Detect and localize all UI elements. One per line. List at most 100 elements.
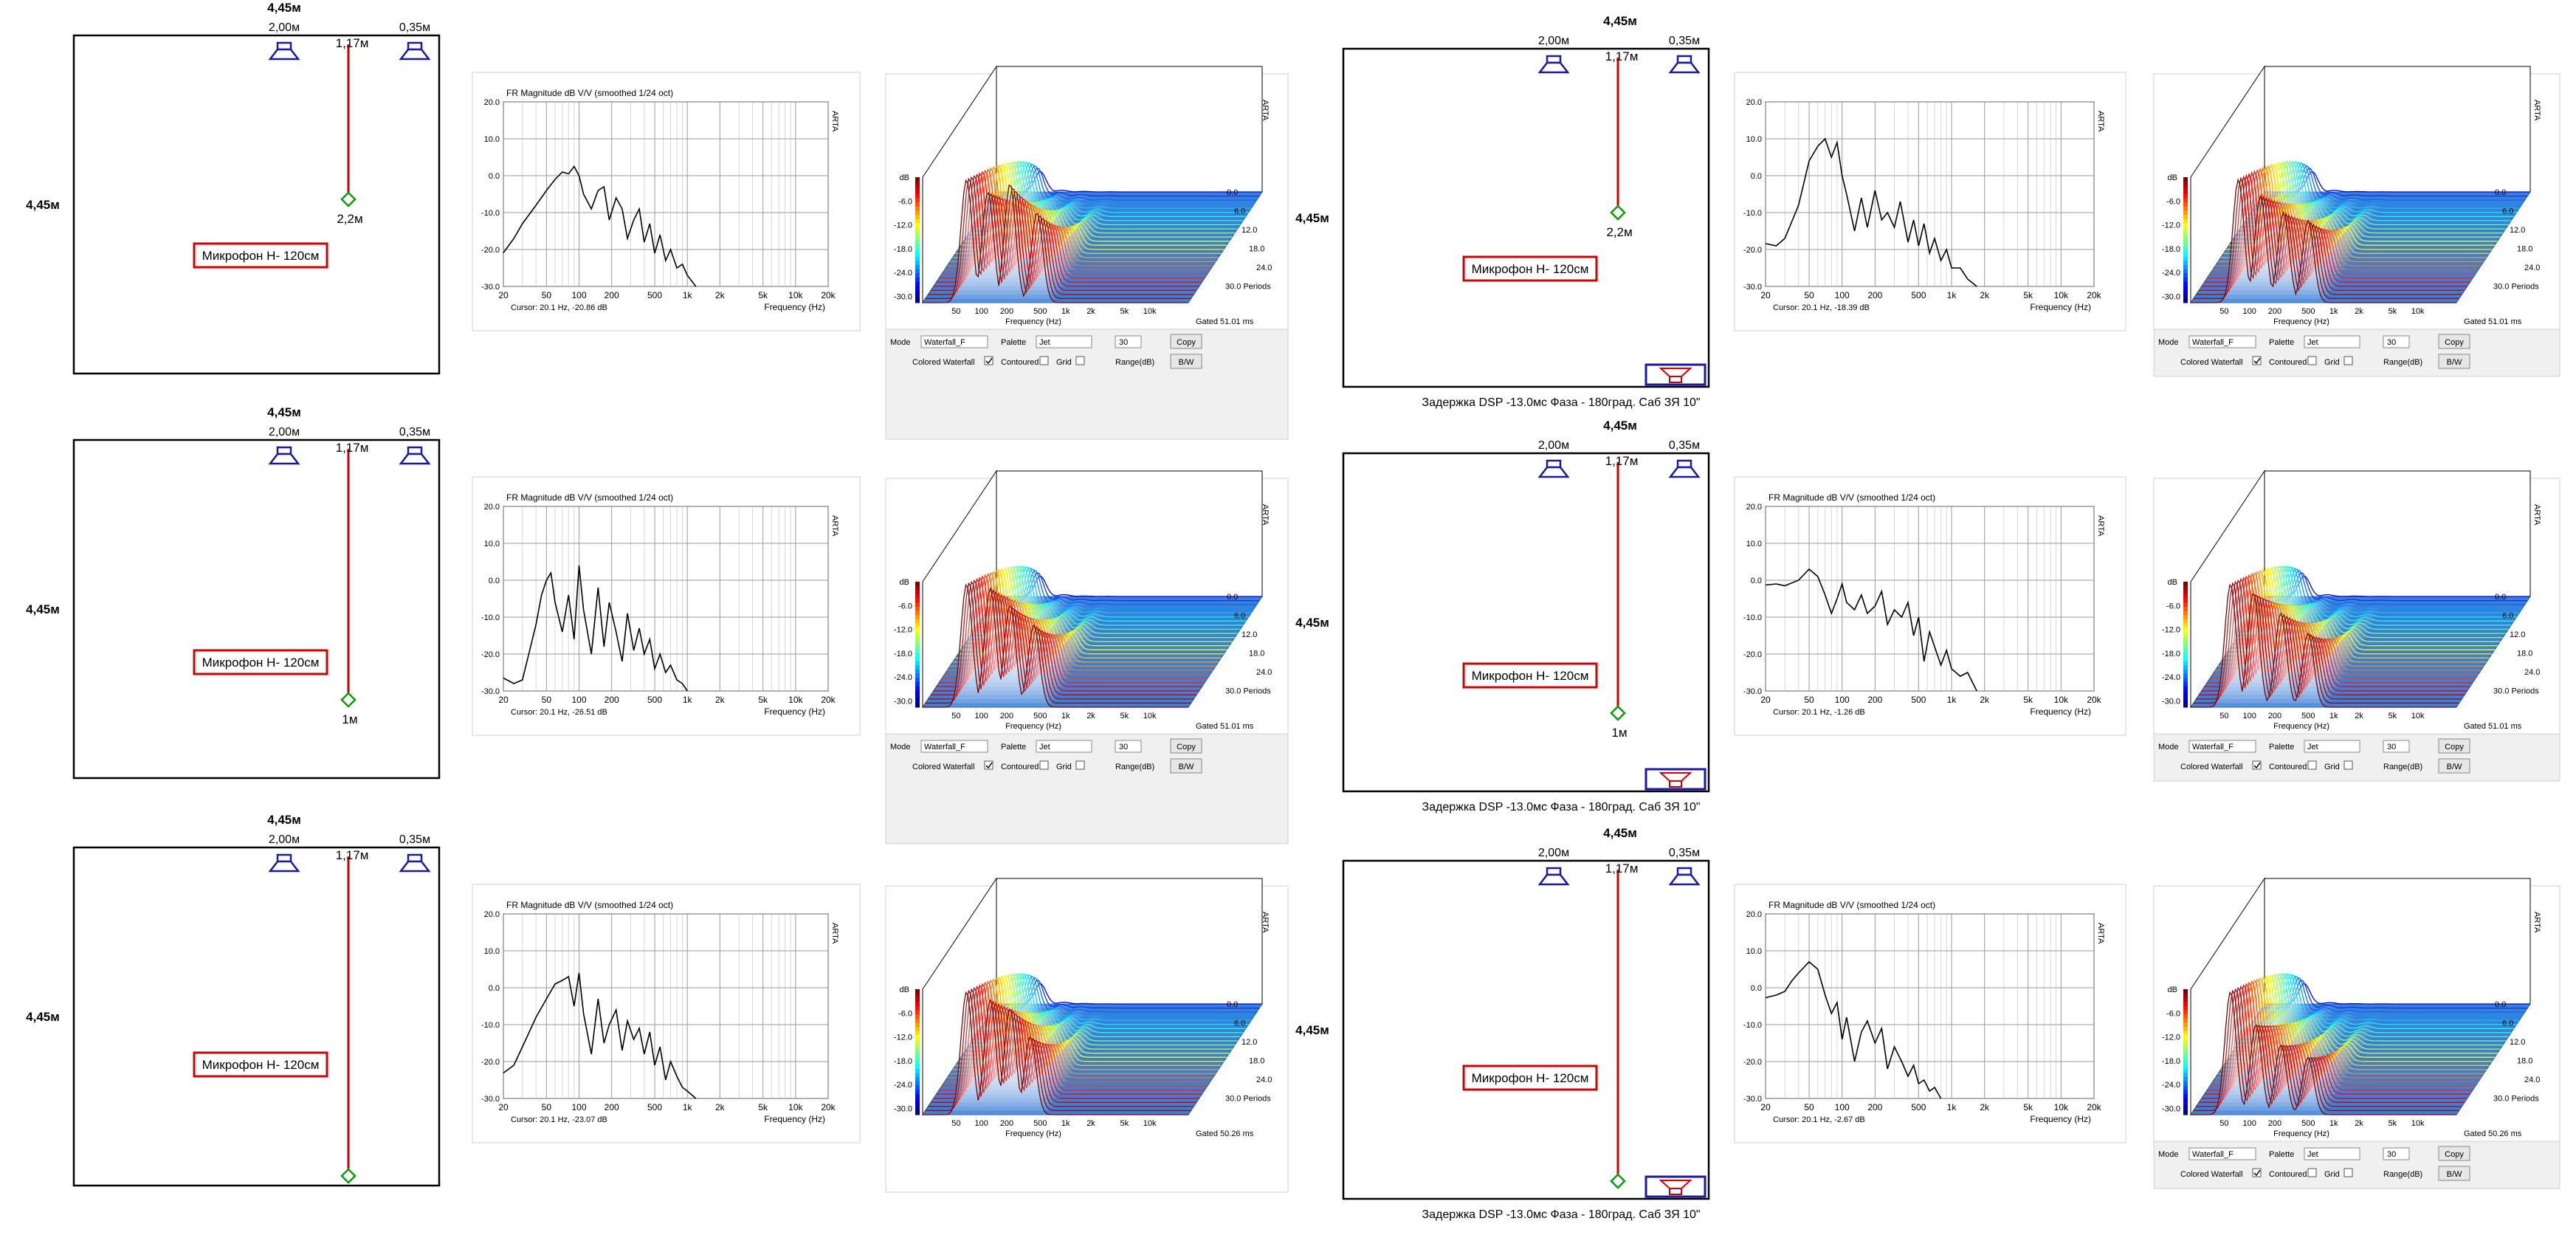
fr-y-tick-label: 20.0: [1746, 98, 1762, 107]
contoured-checkbox[interactable]: [2307, 760, 2317, 770]
colored-waterfall-checkbox[interactable]: [2252, 760, 2262, 770]
mic-label-box: [1462, 1064, 1598, 1091]
mode-select[interactable]: [920, 335, 988, 348]
burst-x-tick-label: 200: [1000, 307, 1013, 316]
waterfall-slice: [2265, 983, 2530, 1005]
colorbar-segment: [2183, 590, 2188, 595]
colored-waterfall-checkbox[interactable]: [2252, 356, 2262, 365]
colorbar-segment: [915, 695, 920, 700]
subwoofer-icon: [1645, 768, 1707, 791]
palette-select[interactable]: [1036, 335, 1092, 348]
fr-y-tick-label: 20.0: [1746, 503, 1762, 512]
palette-select[interactable]: [2304, 740, 2360, 753]
contoured-checkbox[interactable]: [1039, 760, 1049, 770]
grid-checkbox[interactable]: [2343, 356, 2353, 365]
fr-y-tick-label: -10.0: [1743, 209, 1762, 218]
grid-checkbox[interactable]: [1075, 760, 1085, 770]
colored-waterfall-checkbox[interactable]: [984, 356, 993, 365]
palette-select[interactable]: [2304, 335, 2360, 348]
arta-brand-label: ARTA: [2532, 912, 2541, 933]
palette-select[interactable]: [2304, 1147, 2360, 1160]
fr-y-tick-label: -30.0: [1743, 1095, 1762, 1104]
burst-x-axis-label: Frequency (Hz): [1005, 722, 1061, 731]
colored-waterfall-checkbox[interactable]: [2252, 1168, 2262, 1177]
fr-y-tick-label: -30.0: [1743, 283, 1762, 292]
mode-select[interactable]: [2188, 1147, 2256, 1160]
bw-button[interactable]: [2438, 758, 2470, 774]
fr-x-tick-label: 10k: [2054, 1102, 2069, 1112]
copy-button[interactable]: [2438, 334, 2470, 349]
bw-button[interactable]: [2438, 1166, 2470, 1181]
colored-waterfall-checkbox[interactable]: [984, 760, 993, 770]
palette-select[interactable]: [1036, 740, 1092, 753]
waterfall-slice: [2191, 991, 2456, 1115]
colorbar-segment: [2183, 1068, 2188, 1073]
subwoofer-icon: [1645, 1175, 1707, 1198]
mode-select[interactable]: [920, 740, 988, 753]
colorbar-segment: [915, 244, 920, 249]
speaker-distance-label: 0,35м: [399, 426, 430, 438]
burst-unit-label: dB: [900, 986, 909, 994]
waterfall-slice: [2199, 579, 2465, 695]
fr-x-tick-label: 20k: [2087, 1102, 2101, 1112]
burst-x-tick-label: 10k: [2411, 307, 2425, 316]
range-stepper[interactable]: [1115, 740, 1142, 753]
mic-distance-label: 2,2м: [337, 212, 362, 226]
burst-x-tick-label: 5k: [2389, 1119, 2397, 1128]
grid-checkbox[interactable]: [2343, 760, 2353, 770]
palette-label: Palette: [2269, 743, 2294, 751]
colorbar-segment: [915, 997, 920, 1002]
burst-unit-label: dB: [2168, 173, 2177, 182]
range-stepper[interactable]: [2383, 335, 2410, 348]
fr-magnitude-chart: 20 50 100 200 500 1k 2k 5k 10k 20k 20.0 10.0 0.0 -10.…: [1734, 884, 2126, 1143]
fr-x-tick-label: 1k: [683, 695, 693, 705]
mic-distance-label: 1м: [342, 712, 357, 726]
colorbar-segment: [2183, 223, 2188, 228]
fr-y-tick-label: 10.0: [484, 135, 500, 144]
copy-button[interactable]: [1170, 738, 1202, 754]
colorbar-segment: [915, 594, 920, 599]
range-stepper[interactable]: [2383, 1147, 2410, 1160]
bw-button[interactable]: [1170, 354, 1202, 369]
colorbar-segment: [915, 273, 920, 278]
mode-select[interactable]: [2188, 740, 2256, 753]
colorbar-segment: [915, 653, 920, 658]
waterfall-slice: [2212, 573, 2479, 675]
bw-button[interactable]: [2438, 354, 2470, 369]
colorbar-segment: [915, 215, 920, 220]
grid-checkbox[interactable]: [1075, 356, 1085, 365]
speaker-cone: [268, 860, 300, 873]
mode-select[interactable]: [2188, 335, 2256, 348]
fr-x-axis-label: Frequency (Hz): [764, 1114, 825, 1124]
speaker-cone: [399, 453, 431, 465]
copy-button[interactable]: [1170, 334, 1202, 349]
contoured-checkbox[interactable]: [1039, 356, 1049, 365]
checkmark-icon: [2253, 762, 2261, 769]
burst-z-tick-label: -12.0: [2162, 221, 2180, 230]
speaker-magnet: [1676, 867, 1692, 876]
mic-label-text: Микрофон Н- 120см: [1472, 1071, 1589, 1085]
fr-x-tick-label: 200: [605, 1102, 619, 1112]
copy-button[interactable]: [2438, 738, 2470, 754]
burst-decay-chart: Burst DecayARTAdB-6.0-12.0-18.0-24.0-30.…: [885, 877, 1289, 1193]
fr-y-tick-label: -20.0: [1743, 246, 1762, 255]
fr-x-tick-label: 2k: [715, 1102, 726, 1112]
palette-select-value: Jet: [2307, 743, 2318, 751]
burst-gated-label: Gated 51.01 ms: [2464, 317, 2522, 326]
range-stepper[interactable]: [1115, 335, 1142, 348]
range-stepper[interactable]: [2383, 740, 2410, 753]
copy-button[interactable]: [2438, 1146, 2470, 1161]
fr-y-tick-label: -20.0: [481, 246, 500, 255]
bw-button[interactable]: [1170, 758, 1202, 774]
room-diagram: 4,45м 4,45м 2,00м 0,35м 1,17м 1м Микрофон Н- 1…: [26, 405, 441, 780]
colorbar-segment: [915, 1081, 920, 1086]
burst-decay-chart: Burst DecayARTAdB-6.0-12.0-18.0-24.0-30.…: [885, 470, 1289, 845]
room-depth-label: 4,45м: [1295, 1023, 1329, 1037]
grid-checkbox[interactable]: [2343, 1168, 2353, 1177]
contoured-checkbox[interactable]: [2307, 1168, 2317, 1177]
burst-depth-tick-label: 24.0: [1256, 1076, 1272, 1084]
colorbar-segment: [915, 648, 920, 653]
fr-title: FR Magnitude dB V/V (smoothed 1/24 oct): [506, 492, 673, 503]
contoured-checkbox[interactable]: [2307, 356, 2317, 365]
waterfall-slice: [925, 989, 1191, 1112]
